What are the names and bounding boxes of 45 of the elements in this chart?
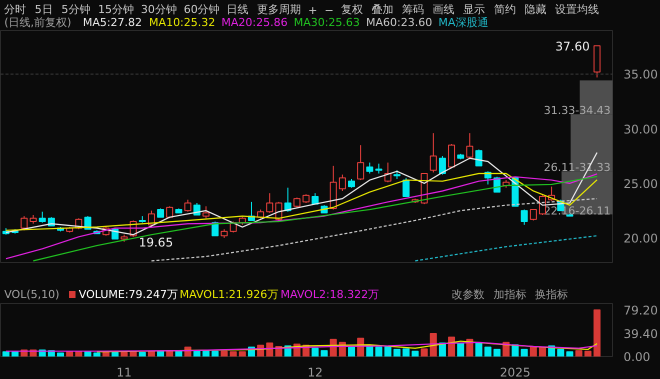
text: 简约 [494,3,516,16]
legend-label: VOLUME:79.247万 [78,288,178,301]
text: − [324,4,334,17]
text: 显示 [463,3,486,16]
text: 叠加 [371,3,394,16]
x-tick-label: 11 [116,366,132,379]
x-tick-label: 12 [308,366,323,379]
x-tick-label: 2025 [500,366,530,379]
text: 60分钟 [184,3,220,16]
y-tick-label: 25.00 [624,176,658,191]
text: 加指标 [493,288,526,301]
text: 5日 [34,3,53,16]
text: 日线 [226,3,249,16]
text: 15分钟 [98,3,134,16]
text: + [308,4,318,17]
text: MA10:25.32 [149,16,216,29]
text: 隐藏 [524,3,546,16]
y-tick-label: 39.40 [624,326,658,341]
text: 改参数 [452,288,485,301]
text: 换指标 [534,288,568,301]
y-tick-label: 79.20 [624,303,658,318]
text: MA深股通 [438,16,488,29]
text: 设置均线 [555,3,600,16]
y-tick-label: 35.00 [624,68,658,82]
text: 30分钟 [140,3,177,16]
y-tick-label: 0.00 [624,350,650,364]
text: MAVOL2:18.322万 [280,288,380,301]
chart-subtitle: (日线,前复权) [4,16,72,29]
text: MA30:25.63 [294,16,360,29]
chart-title: VOL(5,10) [4,288,60,301]
annotation: 19.65 [138,235,174,250]
y-tick-label: 30.00 [624,122,658,136]
text: MA20:25.86 [221,16,288,29]
text: MAVOL1:21.926万 [180,288,278,301]
text: 复权 [340,3,363,16]
text: 画线 [432,3,455,16]
text: MA5:27.82 [82,16,142,29]
y-tick-label: 20.00 [624,231,658,246]
band-label: 31.33-34.43 [544,104,611,118]
text: 5分钟 [61,3,90,16]
text: 筹码 [402,3,424,16]
text: 更多周期 [257,3,302,16]
annotation: 37.60 [555,39,590,54]
text: 分时 [4,3,26,16]
text: MA60:23.60 [366,16,432,29]
